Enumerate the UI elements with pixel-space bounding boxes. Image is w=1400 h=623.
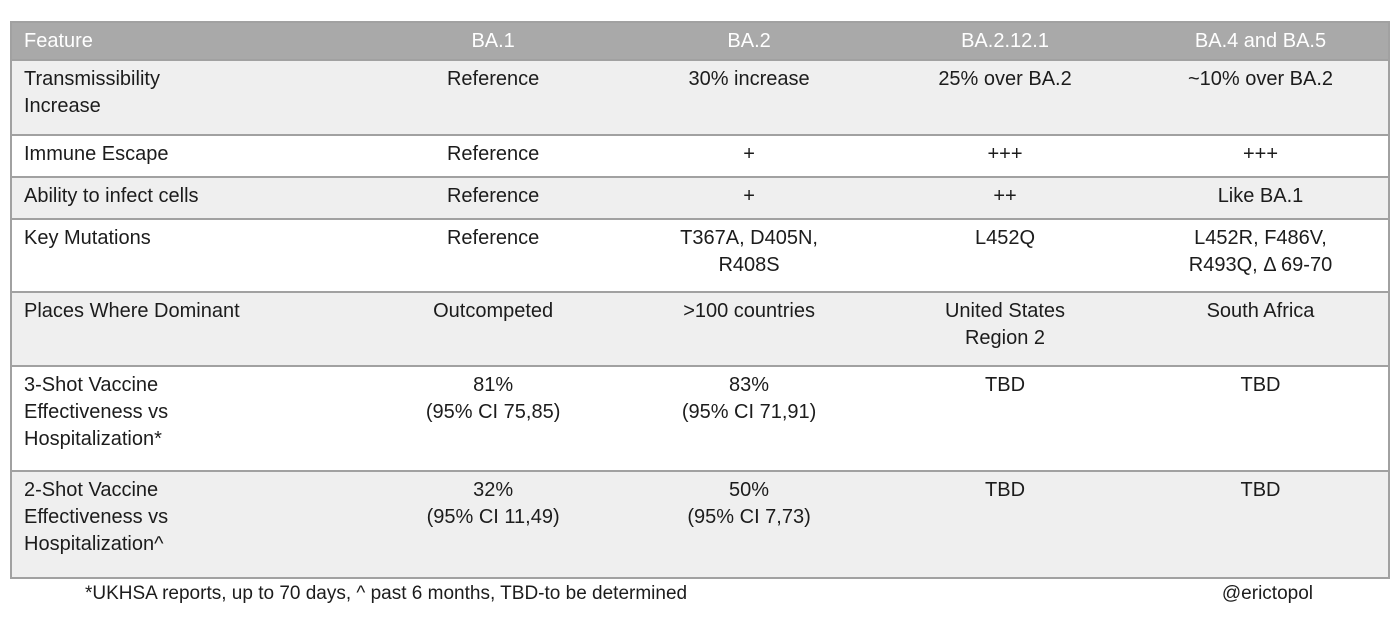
table-row-transmissibility: Transmissibility Increase Reference 30% … [11, 60, 1389, 135]
table-row-key-mutations: Key Mutations Reference T367A, D405N, R4… [11, 219, 1389, 292]
feature-cell: Immune Escape [24, 143, 169, 165]
table-row-places-dominant: Places Where Dominant Outcompeted >100 c… [11, 292, 1389, 366]
value-cell: >100 countries [683, 300, 815, 322]
value-cell: 30% increase [688, 68, 810, 90]
value-cell: + [743, 185, 755, 207]
credit-handle: @erictopol [1221, 583, 1313, 604]
table-header-row: Feature BA.1 BA.2 BA.2.12.1 BA.4 and BA.… [11, 22, 1389, 60]
value-cell: 25% over BA.2 [938, 68, 1072, 90]
value-cell: T367A, D405N, R408S [680, 227, 818, 276]
value-cell: Reference [446, 227, 540, 249]
value-cell: TBD [985, 479, 1026, 501]
feature-cell: Places Where Dominant [24, 300, 240, 322]
value-cell: + [743, 143, 755, 165]
column-header-ba4-ba5: BA.4 and BA.5 [1194, 29, 1327, 52]
value-cell: 81% (95% CI 75,85) [425, 374, 561, 423]
column-header-feature: Feature [24, 29, 93, 52]
feature-cell: Key Mutations [24, 227, 151, 249]
value-cell: Reference [446, 68, 540, 90]
table-row-3shot-effectiveness: 3-Shot Vaccine Effectiveness vs Hospital… [11, 366, 1389, 471]
value-cell: TBD [985, 374, 1026, 396]
table-row-infect-cells: Ability to infect cells Reference + ++ L… [11, 177, 1389, 219]
value-cell: Reference [446, 185, 540, 207]
value-cell: ++ [993, 185, 1017, 207]
value-cell: Like BA.1 [1217, 185, 1304, 207]
value-cell: Outcompeted [433, 300, 554, 322]
value-cell: TBD [1240, 374, 1281, 396]
value-cell: ~10% over BA.2 [1187, 68, 1334, 90]
value-cell: South Africa [1206, 300, 1315, 322]
column-header-ba2: BA.2 [727, 29, 771, 52]
footer: *UKHSA reports, up to 70 days, ^ past 6 … [0, 582, 1400, 606]
feature-cell: Transmissibility Increase [24, 68, 160, 117]
footnote: *UKHSA reports, up to 70 days, ^ past 6 … [85, 583, 688, 604]
feature-cell: 3-Shot Vaccine Effectiveness vs Hospital… [24, 374, 169, 450]
value-cell: +++ [1242, 143, 1279, 165]
table-row-immune-escape: Immune Escape Reference + +++ +++ [11, 135, 1389, 177]
value-cell: L452R, F486V, R493Q, Δ 69-70 [1188, 227, 1333, 276]
value-cell: +++ [987, 143, 1023, 165]
feature-cell: 2-Shot Vaccine Effectiveness vs Hospital… [24, 479, 169, 555]
feature-cell: Ability to infect cells [24, 185, 199, 207]
value-cell: United States Region 2 [944, 300, 1066, 349]
column-header-ba1: BA.1 [471, 29, 515, 52]
column-header-ba2121: BA.2.12.1 [961, 29, 1049, 52]
value-cell: 83% (95% CI 71,91) [681, 374, 817, 423]
value-cell: L452Q [974, 227, 1036, 249]
value-cell: Reference [446, 143, 540, 165]
value-cell: 32% (95% CI 11,49) [426, 479, 560, 528]
variant-comparison-table: Feature BA.1 BA.2 BA.2.12.1 BA.4 and BA.… [10, 21, 1390, 579]
table-row-2shot-effectiveness: 2-Shot Vaccine Effectiveness vs Hospital… [11, 471, 1389, 578]
value-cell: TBD [1240, 479, 1281, 501]
value-cell: 50% (95% CI 7,73) [687, 479, 811, 528]
